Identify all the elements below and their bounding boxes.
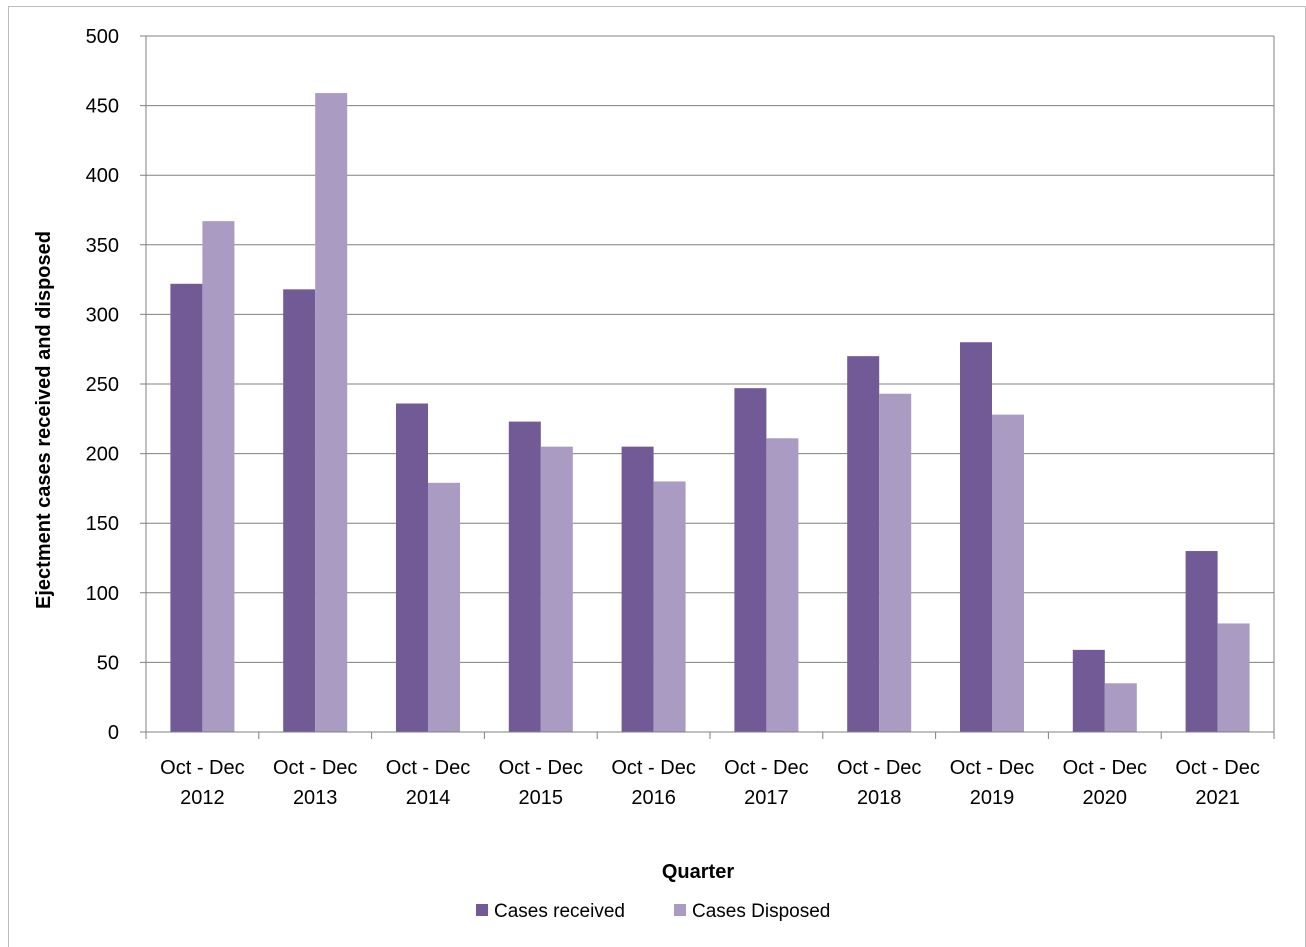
bar-cases-received (1185, 551, 1218, 732)
y-tick-label: 150 (86, 513, 119, 535)
bar-cases-disposed (202, 221, 235, 733)
y-axis-title: Ejectment cases received and disposed (33, 231, 55, 609)
y-tick-label: 400 (86, 165, 119, 187)
bar-cases-disposed (992, 414, 1024, 732)
bar-cases-received (621, 446, 654, 732)
legend-swatch-cases-disposed (674, 904, 686, 916)
bar-cases-disposed (315, 93, 348, 732)
y-tick-label: 50 (97, 652, 119, 674)
legend-label: Cases received (494, 901, 625, 922)
y-tick-label: 500 (86, 26, 119, 48)
bar-cases-received (847, 356, 880, 732)
bar-cases-disposed (540, 446, 573, 732)
bar-cases-disposed (766, 438, 799, 732)
y-tick-label: 100 (86, 583, 119, 605)
bar-cases-received (734, 388, 767, 732)
axes (145, 36, 1275, 739)
bar-cases-disposed (1217, 623, 1250, 732)
bar-cases-received (960, 342, 992, 732)
x-tick-label: Oct - Dec 2019 (950, 757, 1034, 809)
y-tick-label: 450 (86, 96, 119, 118)
y-tick-label: 300 (86, 304, 119, 326)
y-tick-label: 200 (86, 444, 119, 466)
x-tick-label: Oct - Dec 2012 (160, 757, 244, 809)
x-axis-title: Quarter (662, 861, 734, 883)
bar-cases-disposed (428, 482, 460, 732)
bar-cases-disposed (1104, 683, 1137, 732)
y-tick-label: 0 (108, 722, 119, 744)
bar-cases-disposed (879, 393, 912, 732)
bar-cases-received (396, 403, 428, 732)
x-tick-label: Oct - Dec 2017 (724, 757, 808, 809)
x-tick-label: Oct - Dec 2016 (611, 757, 695, 809)
x-tick-label: Oct - Dec 2015 (499, 757, 583, 809)
y-tick-label: 350 (86, 235, 119, 257)
x-tick-label: Oct - Dec 2014 (386, 757, 470, 809)
legend: Cases received Cases Disposed (476, 901, 830, 922)
bar-cases-received (170, 283, 203, 732)
y-tick-label: 250 (86, 374, 119, 396)
bar-cases-disposed (653, 481, 686, 732)
y-tick-labels: 0 50 100 150 200 250 300 350 400 450 500 (86, 26, 119, 744)
x-tick-label: Oct - Dec 2021 (1175, 757, 1259, 809)
x-tick-label: Oct - Dec 2018 (837, 757, 921, 809)
x-tick-label: Oct - Dec 2020 (1063, 757, 1147, 809)
x-tick-label: Oct - Dec 2013 (273, 757, 357, 809)
legend-swatch-cases-received (476, 904, 488, 916)
legend-label: Cases Disposed (692, 901, 830, 922)
x-tick-labels: Oct - Dec 2012 Oct - Dec 2013 Oct - Dec 2014 O… (160, 757, 1260, 809)
bar-cases-received (508, 421, 541, 732)
bar-cases-received (283, 289, 316, 732)
bars (170, 93, 1250, 733)
bar-cases-received (1072, 649, 1105, 732)
